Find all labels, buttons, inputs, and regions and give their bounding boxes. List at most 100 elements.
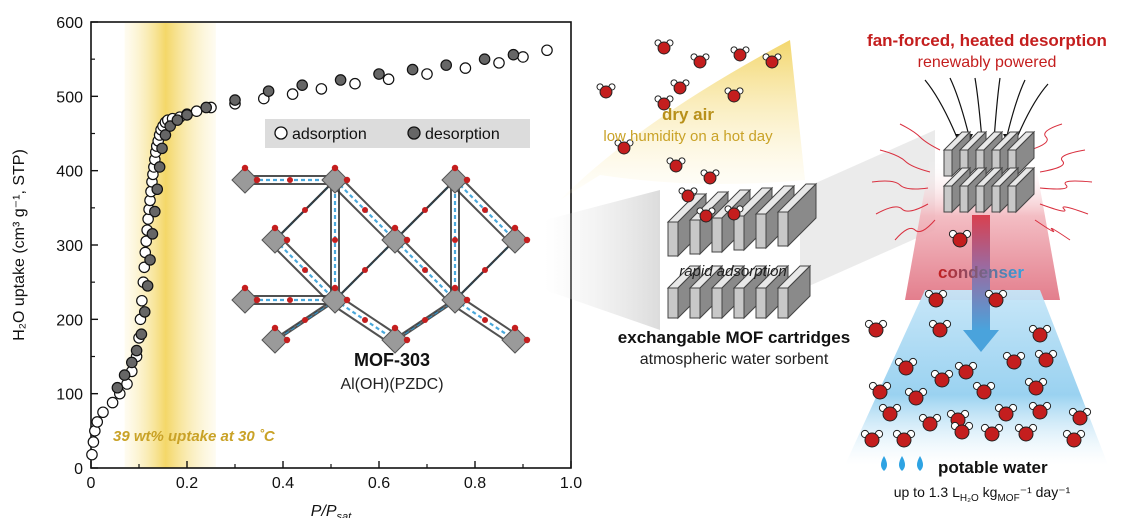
oxygen-atom	[922, 416, 938, 432]
oxygen-atom	[898, 360, 914, 376]
oxygen-atom	[727, 89, 741, 103]
cartridge-plate-front	[1007, 185, 1017, 213]
mof-name: MOF-303	[354, 350, 430, 370]
dry-air-title: dry air	[662, 105, 714, 124]
cartridge-plate-front	[991, 185, 1001, 213]
legend-marker-adsorption	[274, 126, 288, 140]
x-tick-label: 0.4	[272, 475, 294, 492]
point-adsorption	[517, 51, 529, 63]
transfer-arrow-shaft	[972, 215, 990, 330]
oxygen-atom	[765, 55, 779, 69]
heat-wave	[875, 203, 929, 215]
node-oxygen	[241, 284, 249, 292]
y-tick-label: 0	[74, 461, 83, 478]
oxygen-atom	[1072, 410, 1088, 426]
node-oxygen	[331, 284, 339, 292]
oxygen-atom	[998, 406, 1014, 422]
node-oxygen	[331, 164, 339, 172]
oxygen-atom	[681, 189, 695, 203]
cartridges-title: exchangable MOF cartridges	[618, 328, 850, 347]
cartridge-plate-front	[667, 287, 679, 319]
point-adsorption	[493, 57, 505, 69]
heat-wave	[879, 149, 931, 173]
cartridge-plate-front	[755, 213, 767, 249]
node-oxygen	[403, 236, 411, 244]
oxygen-atom	[1018, 426, 1034, 442]
oxygen-atom	[882, 406, 898, 422]
point-adsorption	[106, 396, 119, 409]
oxygen-atom	[908, 390, 924, 406]
point-desorption	[118, 369, 131, 381]
point-desorption	[156, 142, 168, 155]
point-desorption	[171, 114, 184, 126]
point-adsorption	[190, 105, 203, 117]
linker-oxygen	[362, 267, 368, 273]
point-adsorption	[541, 44, 553, 57]
framework-linker	[338, 295, 400, 337]
framework-linker	[330, 183, 392, 245]
point-desorption	[111, 381, 124, 394]
heat-wave	[1039, 149, 1086, 173]
airflow-arrow	[924, 79, 959, 141]
oxygen-atom	[896, 432, 912, 448]
oxygen-atom	[864, 432, 880, 448]
x-axis-label: P/Psat	[311, 503, 352, 518]
heat-wave	[1039, 180, 1093, 190]
node-oxygen	[523, 236, 531, 244]
point-desorption	[181, 109, 193, 121]
point-desorption	[159, 129, 172, 141]
point-desorption	[229, 94, 241, 106]
oxygen-atom	[954, 424, 970, 440]
cartridge-plate-front	[943, 185, 953, 213]
node-oxygen	[343, 176, 351, 184]
x-tick-label: 1.0	[560, 475, 582, 492]
airflow-arrow	[1015, 83, 1049, 141]
node-oxygen	[511, 324, 519, 332]
potable-water-label: potable water	[938, 458, 1048, 477]
linker-oxygen	[422, 267, 428, 273]
framework-linker	[270, 243, 332, 305]
desorption-cartridge	[942, 130, 1036, 214]
point-desorption	[296, 79, 308, 91]
oxygen-atom	[934, 372, 950, 388]
cartridge-plate-front	[943, 149, 953, 177]
linker-oxygen	[422, 207, 428, 213]
condenser-label: condenser	[938, 263, 1024, 282]
framework-linker	[390, 243, 452, 305]
framework-linker	[458, 295, 520, 337]
cartridge-plate-front	[777, 211, 789, 247]
point-adsorption	[349, 77, 361, 90]
node-oxygen	[271, 224, 279, 232]
point-adsorption	[421, 68, 433, 80]
point-desorption	[440, 59, 452, 71]
linker-oxygen	[362, 317, 368, 323]
cartridges-subtitle: atmospheric water sorbent	[640, 351, 829, 368]
y-tick-label: 500	[56, 89, 83, 106]
transfer-arrow-head	[963, 330, 999, 352]
point-desorption	[130, 344, 143, 357]
framework-linker	[278, 235, 340, 297]
airflow-arrow	[949, 77, 971, 141]
framework-linker	[330, 303, 392, 345]
node-oxygen	[283, 236, 291, 244]
connector-wedge	[545, 190, 660, 330]
dry-air-subtitle: low humidity on a hot day	[603, 128, 773, 145]
node-oxygen	[343, 296, 351, 304]
cartridge-plate-front	[711, 217, 723, 253]
oxygen-atom	[617, 141, 631, 155]
legend-marker-desorption	[407, 126, 421, 140]
x-tick-label: 0	[87, 475, 96, 492]
oxygen-atom	[1028, 380, 1044, 396]
fan-airflow-arrows	[924, 77, 1049, 141]
framework-linker	[338, 175, 400, 237]
point-adsorption	[315, 83, 328, 95]
desorption-subtitle: renewably powered	[918, 54, 1057, 71]
heat-wave	[899, 123, 941, 151]
point-adsorption	[86, 448, 98, 461]
point-adsorption	[382, 73, 395, 86]
oxygen-atom	[699, 209, 713, 223]
cartridge-plate-front	[733, 215, 745, 251]
point-adsorption	[286, 88, 299, 100]
linker-oxygen	[452, 237, 458, 243]
linker-oxygen	[362, 207, 368, 213]
